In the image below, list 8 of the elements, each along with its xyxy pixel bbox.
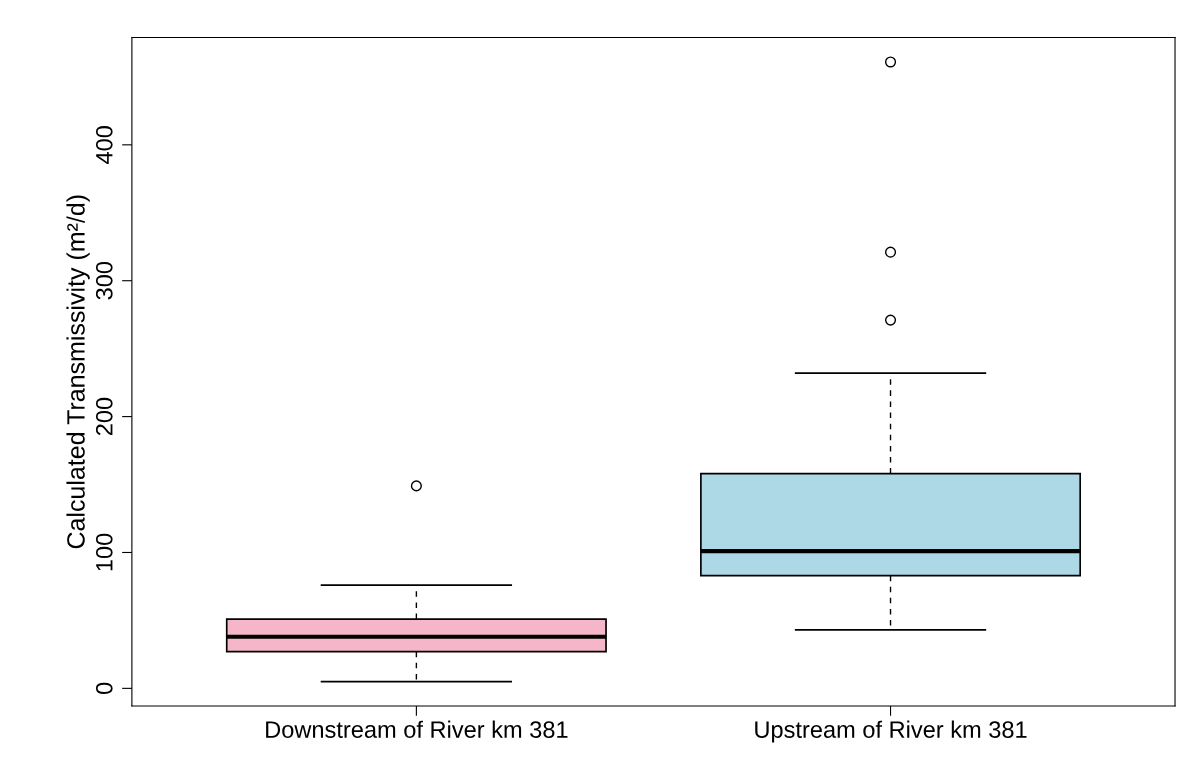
y-tick-label: 0 [95, 682, 113, 694]
x-tick-label: Downstream of River km 381 [266, 720, 568, 738]
y-tick-label: 300 [95, 261, 113, 300]
x-tick-label: Upstream of River km 381 [755, 720, 1027, 743]
y-tick-label: 400 [95, 126, 113, 164]
y-tick-label: 200 [95, 397, 113, 436]
y-tick-label: 100 [95, 533, 113, 571]
y-axis-title: Calculated Transmissivity (m²/d) [66, 195, 90, 549]
